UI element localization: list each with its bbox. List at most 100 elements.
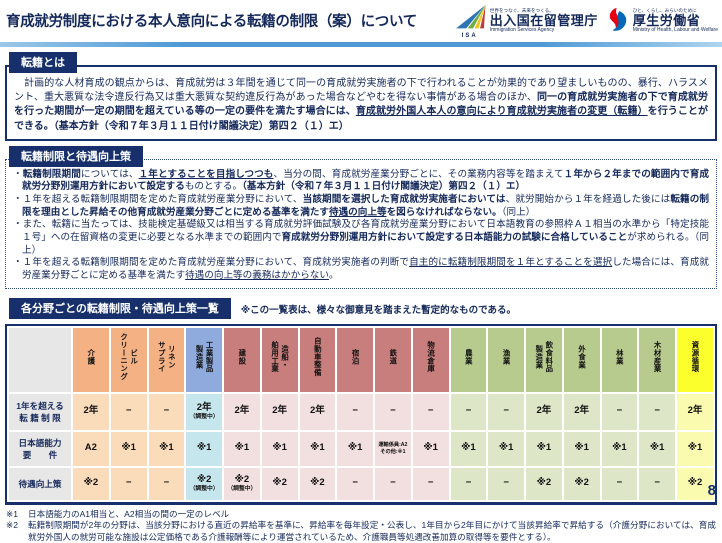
cell-value: ※1 <box>159 442 174 454</box>
table-cell: 2年 <box>561 391 602 432</box>
cell-value: ※1 <box>196 442 212 454</box>
table-cell: ※1 <box>108 429 149 468</box>
cell-value: − <box>654 477 660 489</box>
agency-logos: ISA 世界をつなぐ、未来をつくる。 出入国在留管理庁 Immigration … <box>453 4 718 39</box>
table-cell: − <box>108 391 149 432</box>
cell-value: ※1 <box>649 442 665 454</box>
table-cell: − <box>335 465 375 502</box>
corner-cell <box>7 325 73 394</box>
isa-name-en: Immigration Services Agency <box>489 27 555 34</box>
column-header-label: 林業 <box>615 349 625 366</box>
column-header-label: 飲食料品 製造業 <box>534 341 554 373</box>
industry-table: 介護 ビル クリーニング リネン サプライ 工業製品 製造業 建設 造船・ 舶用工業 自動車… <box>7 325 715 502</box>
table-cell: − <box>448 465 489 502</box>
column-header: 外食業 <box>561 325 602 394</box>
text-segment: 、就労開始から１年を経過した後には <box>505 194 671 206</box>
policy-bullet: ・１年を超える転籍制限期間を定めた育成就労産業分野において、当該期間を選択した育… <box>13 194 709 219</box>
column-header-label: 資源循環 <box>690 341 700 373</box>
column-header: 農業 <box>448 325 489 394</box>
footnote-marker: ※1 <box>6 508 18 519</box>
table-cell: − <box>486 391 526 432</box>
table-cell: − <box>599 465 640 502</box>
table-cell: − <box>108 465 149 502</box>
table-cell: ※2 <box>524 465 564 502</box>
table-header-row: 介護 ビル クリーニング リネン サプライ 工業製品 製造業 建設 造船・ 舶用工業 自動車… <box>7 325 715 394</box>
cell-value: − <box>465 405 472 417</box>
isa-logo-text: ISA <box>461 33 478 39</box>
cell-value: ※2 <box>574 477 589 489</box>
text-segment: （同上） <box>22 232 709 256</box>
cell-value: ※2 <box>687 477 703 489</box>
column-header-label: 宿泊 <box>351 349 361 366</box>
mhlw-text-block: ひと、くらし、みらいのために 厚生労働省 Ministry of Health,… <box>632 8 718 34</box>
table-cell: 2年 <box>524 391 564 432</box>
cell-value: A2 <box>84 442 97 454</box>
text-segment: ものとする。 <box>184 181 243 193</box>
column-header-label: 鉄道 <box>388 349 398 366</box>
table-section-header: 各分野ごとの転籍制限・待遇向上策一覧 ※この一覧表は、様々な御意見を踏まえた暫定… <box>0 297 722 319</box>
section1-panel: 計画的な人材育成の観点からは、育成就労は３年間を通じて同一の育成就労実施者の下で… <box>5 65 717 141</box>
column-header: 自動車整備 <box>297 325 338 394</box>
section2-heading-badge: 転籍制限と待遇向上策 <box>9 145 143 167</box>
table-cell: − <box>637 465 677 502</box>
table-cell: − <box>448 391 489 432</box>
column-header-label: 造船・ 舶用工業 <box>270 341 290 373</box>
cell-value: − <box>125 477 132 489</box>
table-cell: ※1 <box>184 429 224 468</box>
table-cell: − <box>146 465 187 502</box>
cell-value: ※2 <box>234 474 250 485</box>
cell-value: ※1 <box>498 442 514 454</box>
table-cell: 2年 （調整中） <box>184 391 224 432</box>
cell-value: − <box>616 405 623 417</box>
text-segment: した場合には、育成就労産業分野ごとに定める基準を満たす <box>22 257 710 281</box>
footnote-marker: ※2 <box>6 520 18 531</box>
footnote-text: 転籍制限期間が2年の分野は、当該分野における直近の昇給率を基準に、昇給率を毎年設… <box>28 520 716 542</box>
table-cell: − <box>373 465 413 502</box>
cell-value: − <box>465 477 472 489</box>
cell-value: 2年 <box>234 405 250 417</box>
column-header-label: 外食業 <box>577 345 587 369</box>
text-segment: （基本方針（令和７年３月１１日付け閣議決定）第四２（１）エ） <box>242 181 526 193</box>
text-segment: 。 <box>329 270 339 281</box>
table-cell: ※2 <box>561 465 602 502</box>
mhlw-name-en: Ministry of Health, Labour and Welfare <box>632 27 718 34</box>
table-cell: A2 <box>71 429 111 468</box>
table-cell: − <box>335 391 375 432</box>
column-header-label: 物流倉庫 <box>426 341 436 373</box>
text-segment: については、 <box>80 168 139 180</box>
cell-note: （調整中） <box>189 485 219 492</box>
table-cell: 2年 <box>259 391 300 432</box>
cell-value: ※2 <box>83 477 99 489</box>
section1-heading-badge: 転籍とは <box>9 52 77 73</box>
column-header: 造船・ 舶用工業 <box>259 325 300 394</box>
isa-sail-icon <box>453 4 487 35</box>
cell-value: − <box>503 405 509 417</box>
column-header-label: 自動車整備 <box>313 337 323 377</box>
cell-value: − <box>390 405 396 417</box>
cell-value: ※1 <box>612 442 627 454</box>
text-segment: ・また、転籍に当たっては、技能検定基礎級又は相当する育成就労評価試験及び各育成就… <box>13 219 709 244</box>
section2-bullet-list: ・転籍制限期間については、１年とすることを目指しつつも、当分の間、育成就労産業分… <box>13 169 709 283</box>
page-header: 育成就労制度における本人意向による転籍の制限（案）について ISA 世界をつなぐ… <box>0 0 722 39</box>
text-segment: 、当分の間、育成就労産業分野ごとに、その業務内容等を踏まえて <box>273 168 564 180</box>
table-cell: ※2 （調整中） <box>184 465 224 502</box>
text-segment: 転籍制限期間 <box>22 168 81 180</box>
table-cell: ※1 <box>146 429 187 468</box>
cell-value: 2年 <box>309 405 325 417</box>
table-cell: ※1 <box>448 429 489 468</box>
cell-value: 運輸係員:A2 その他:※1 <box>378 441 408 455</box>
cell-value: − <box>503 477 509 489</box>
cell-value: − <box>390 477 396 489</box>
cell-value: ※1 <box>423 442 438 454</box>
cell-value: 2年 <box>272 405 288 417</box>
table-cell: − <box>410 465 451 502</box>
footnotes: ※1 日本語能力のA1相当と、A2相当の間の一定のレベル ※2 転籍制限期間が2… <box>6 509 716 543</box>
mhlw-tagline: ひと、くらし、みらいのために <box>632 8 697 14</box>
divider-bar <box>0 42 722 47</box>
cell-value: ※1 <box>536 442 552 454</box>
row-label: 待遇向上策 <box>7 465 73 502</box>
table-cell: ※1 <box>524 429 564 468</box>
cell-value: ※2 <box>196 474 212 485</box>
table-cell: ※2 <box>259 465 300 502</box>
policy-bullet: ・また、転籍に当たっては、技能検定基礎級又は相当する育成就労評価試験及び各育成就… <box>13 219 709 257</box>
